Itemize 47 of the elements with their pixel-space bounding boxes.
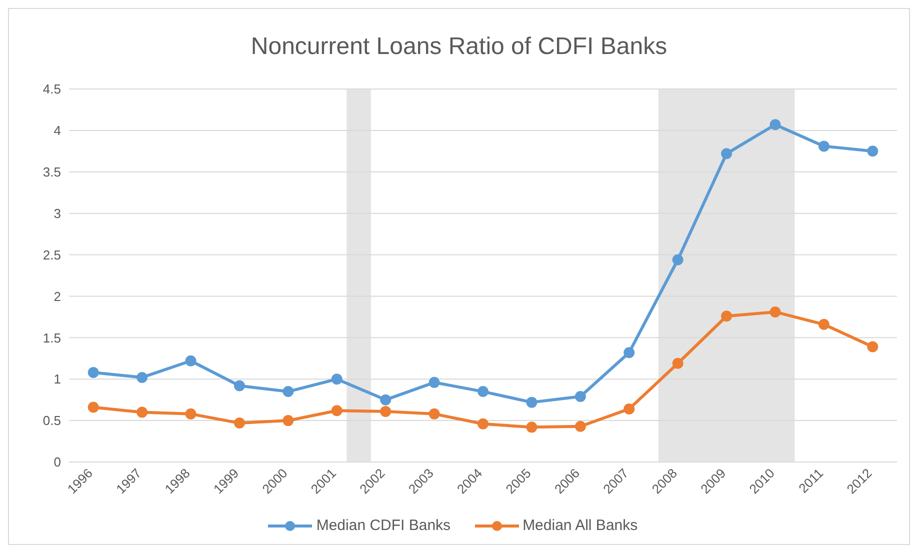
point bbox=[380, 394, 392, 406]
point bbox=[818, 318, 830, 330]
y-tick-label: 4.5 bbox=[42, 82, 61, 97]
point bbox=[185, 355, 196, 366]
y-tick-label: 1 bbox=[54, 372, 61, 387]
point bbox=[331, 374, 342, 385]
point bbox=[672, 254, 684, 266]
legend-label: Median CDFI Banks bbox=[315, 517, 451, 534]
point bbox=[624, 403, 635, 414]
y-tick-label: 1.5 bbox=[42, 330, 61, 346]
y-tick-label: 0 bbox=[54, 454, 61, 470]
point bbox=[574, 420, 586, 432]
y-tick-label: 0.5 bbox=[42, 413, 61, 428]
point bbox=[867, 146, 878, 157]
point bbox=[867, 341, 878, 352]
chart-title: Noncurrent Loans Ratio of CDFI Banks bbox=[250, 32, 668, 62]
point bbox=[721, 310, 732, 322]
point bbox=[88, 366, 99, 378]
point bbox=[818, 140, 830, 152]
point bbox=[136, 372, 148, 383]
point bbox=[624, 347, 635, 358]
point bbox=[185, 408, 196, 420]
point bbox=[478, 386, 488, 398]
point bbox=[282, 415, 294, 426]
point bbox=[428, 408, 440, 420]
point bbox=[721, 148, 732, 160]
point bbox=[770, 119, 781, 130]
point bbox=[282, 386, 294, 398]
point bbox=[770, 306, 781, 318]
point bbox=[380, 406, 392, 417]
point bbox=[526, 422, 538, 433]
point bbox=[88, 402, 99, 413]
point bbox=[234, 418, 245, 429]
y-tick-label: 2 bbox=[54, 288, 61, 304]
point bbox=[136, 406, 148, 418]
legend-label: Median All Banks bbox=[522, 517, 638, 534]
y-tick-label: 3.5 bbox=[42, 164, 61, 180]
point bbox=[526, 396, 538, 408]
y-tick-label: 2.5 bbox=[42, 247, 61, 262]
point bbox=[672, 358, 684, 369]
point bbox=[428, 376, 440, 388]
point bbox=[234, 380, 245, 392]
y-tick-label: 3 bbox=[54, 206, 61, 221]
point bbox=[574, 391, 586, 402]
point bbox=[478, 418, 488, 430]
y-tick-label: 4 bbox=[54, 123, 61, 138]
point bbox=[331, 405, 342, 416]
